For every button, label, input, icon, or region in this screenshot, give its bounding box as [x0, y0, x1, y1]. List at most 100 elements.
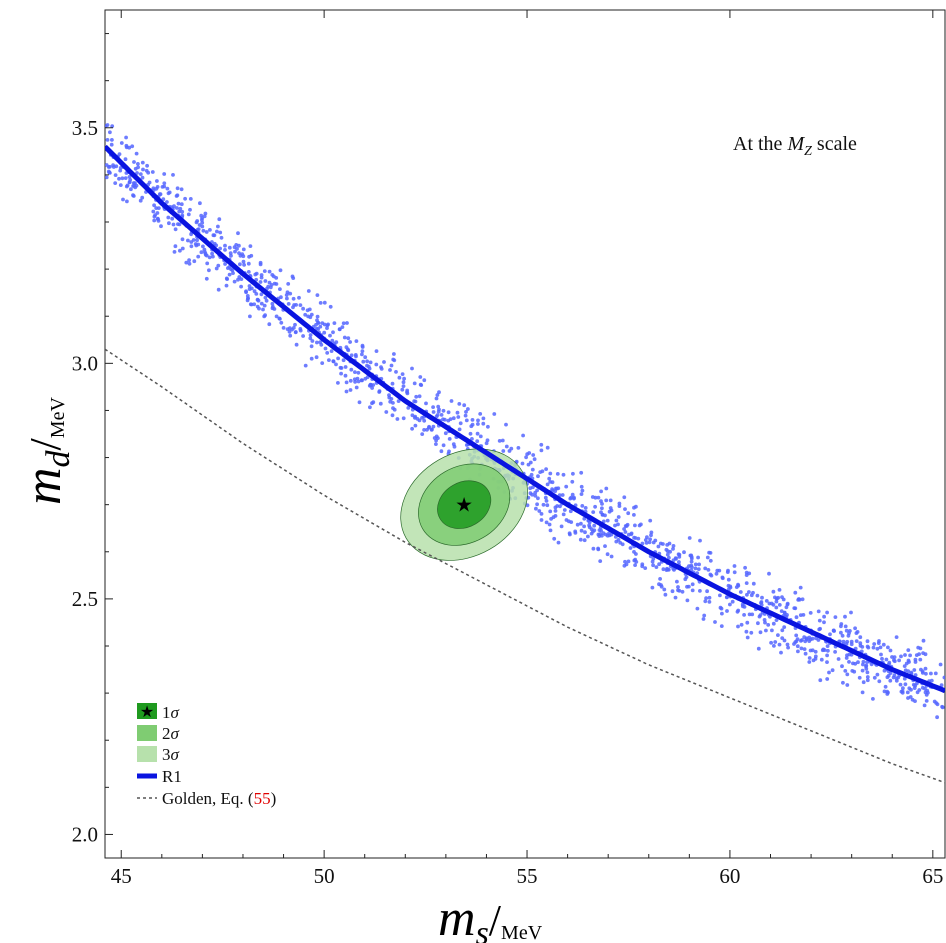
scatter-point	[698, 538, 702, 543]
scatter-point	[543, 495, 548, 500]
scatter-point	[536, 496, 540, 501]
scatter-point	[449, 399, 454, 403]
scatter-point	[745, 592, 749, 597]
scatter-point	[567, 531, 572, 536]
scatter-point	[439, 413, 444, 417]
scatter-point	[849, 610, 853, 615]
y-axis-unit: MeV	[47, 397, 69, 439]
legend-swatch-2sigma	[137, 725, 157, 741]
scatter-point	[475, 431, 480, 436]
scatter-point	[665, 552, 670, 557]
scatter-point	[235, 247, 239, 251]
scatter-point	[813, 654, 818, 659]
scatter-point	[807, 660, 812, 664]
scatter-point	[133, 185, 138, 190]
scatter-point	[336, 381, 340, 385]
x-axis-slash: /	[489, 896, 502, 943]
scatter-point	[886, 673, 891, 678]
scatter-point	[732, 564, 737, 568]
scatter-point	[199, 213, 204, 218]
scatter-point	[368, 360, 373, 365]
x-tick-label: 45	[111, 864, 132, 888]
scatter-point	[703, 599, 708, 604]
scatter-point	[388, 368, 392, 372]
scatter-point	[892, 655, 897, 659]
scatter-point	[600, 502, 604, 506]
scatter-point	[553, 509, 558, 513]
scatter-point	[609, 554, 614, 559]
scatter-point	[554, 486, 558, 491]
scatter-point	[633, 523, 637, 528]
scatter-point	[720, 576, 725, 581]
legend-item-3sigma: 3σ	[137, 745, 180, 764]
scatter-point	[833, 650, 837, 654]
scatter-point	[322, 330, 327, 335]
scatter-point	[127, 180, 132, 185]
scatter-point	[770, 628, 774, 633]
scatter-point	[395, 417, 400, 421]
scatter-point	[643, 566, 648, 570]
scatter-point	[530, 467, 535, 472]
scatter-point	[345, 321, 349, 325]
scatter-point	[436, 404, 441, 409]
scatter-point	[199, 250, 204, 255]
scatter-point	[442, 417, 447, 422]
scatter-point	[836, 657, 841, 661]
scatter-point	[827, 670, 831, 675]
scatter-point	[179, 202, 184, 207]
scatter-point	[328, 333, 332, 338]
scatter-point	[926, 690, 930, 695]
scatter-point	[464, 410, 468, 414]
scatter-point	[535, 488, 539, 493]
scatter-point	[662, 587, 667, 592]
scatter-point	[680, 589, 685, 594]
scatter-point	[559, 524, 564, 529]
scatter-point	[341, 321, 346, 326]
legend-item-golden: Golden, Eq. (55)	[137, 789, 276, 808]
legend-label-3sigma: 3σ	[162, 745, 180, 764]
scatter-point	[176, 222, 180, 227]
scatter-point	[323, 346, 328, 351]
scatter-point	[315, 293, 320, 297]
scatter-point	[604, 498, 609, 503]
scatter-point	[238, 262, 242, 267]
scatter-point	[464, 418, 469, 423]
scatter-point	[884, 657, 889, 662]
scatter-point	[245, 298, 250, 303]
scatter-point	[389, 397, 394, 401]
scatter-point	[315, 314, 320, 319]
scatter-point	[195, 219, 200, 223]
scatter-point	[315, 340, 319, 345]
scatter-point	[771, 589, 776, 594]
scatter-point	[107, 170, 112, 175]
scatter-point	[623, 507, 627, 511]
scatter-point	[268, 285, 273, 290]
scatter-point	[865, 678, 870, 683]
scatter-point	[597, 534, 602, 538]
scatter-point	[259, 292, 264, 297]
scatter-point	[353, 353, 358, 357]
scatter-point	[782, 625, 787, 629]
scatter-point	[138, 172, 143, 177]
scatter-point	[906, 648, 911, 652]
legend-label-1sigma: 1σ	[162, 703, 180, 722]
scatter-point	[671, 547, 675, 551]
scatter-point	[719, 624, 724, 628]
scatter-point	[648, 518, 653, 523]
scatter-point	[656, 544, 661, 549]
scatter-point	[343, 365, 348, 369]
scatter-point	[663, 592, 668, 597]
scatter-point	[544, 520, 549, 525]
plot-frame	[104, 9, 946, 859]
scatter-point	[795, 644, 800, 649]
scatter-point	[345, 347, 350, 352]
scatter-point	[187, 261, 192, 266]
scatter-point	[481, 416, 486, 421]
scatter-point	[341, 358, 346, 363]
scatter-point	[545, 482, 550, 487]
scatter-point	[247, 284, 252, 288]
scatter-point	[412, 381, 417, 386]
scatter-point	[176, 201, 181, 206]
scatter-point	[214, 243, 219, 248]
